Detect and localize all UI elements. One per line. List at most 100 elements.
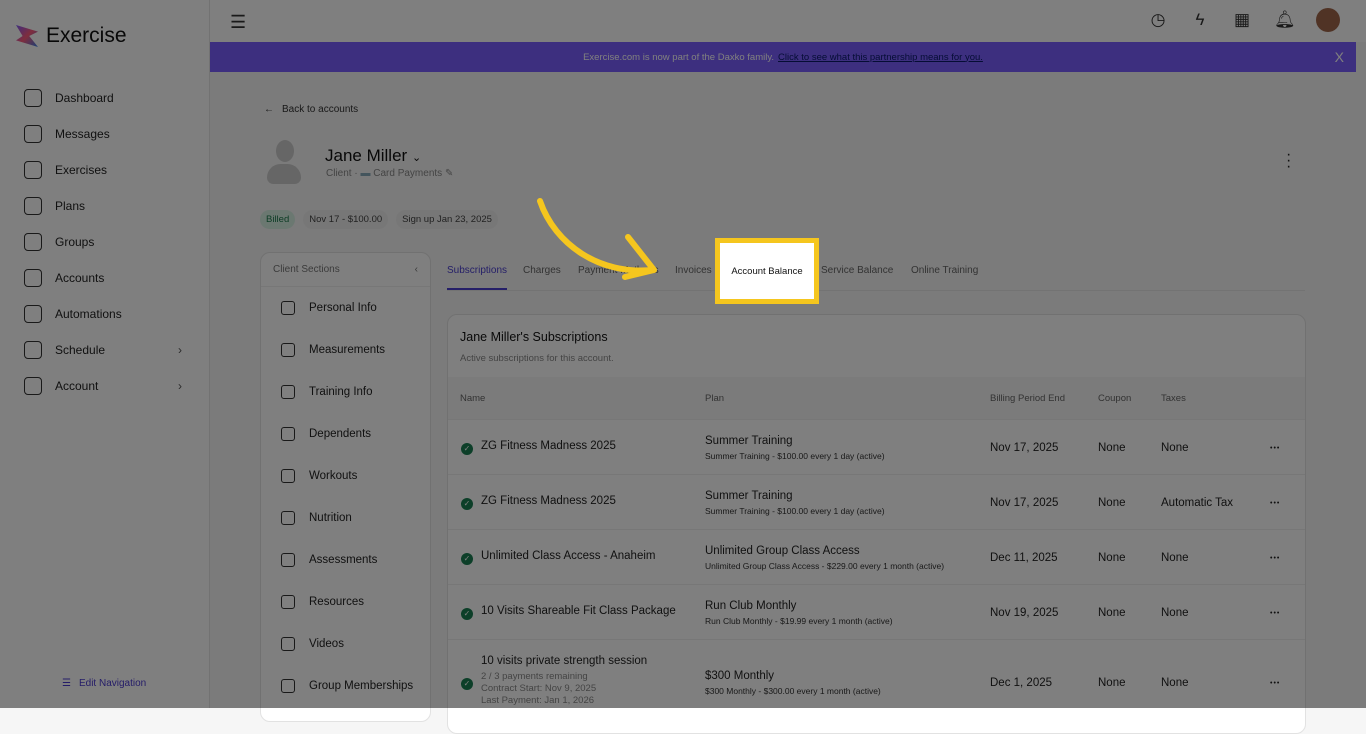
section-icon: [281, 469, 295, 483]
section-resources[interactable]: Resources: [261, 581, 430, 623]
section-icon: [281, 679, 295, 693]
more-actions-icon[interactable]: •••: [1270, 680, 1281, 687]
home-icon: [24, 89, 42, 107]
tab-account-balance[interactable]: Account Balance: [715, 238, 819, 304]
app-name: Exercise: [46, 24, 127, 47]
plan-name: Run Club Monthly: [705, 600, 797, 612]
sidebar-item-schedule[interactable]: Schedule ›: [0, 332, 210, 368]
sidebar-item-messages[interactable]: Messages: [0, 116, 210, 152]
taxes: Automatic Tax: [1161, 497, 1234, 509]
billing-period-end: Nov 19, 2025: [990, 607, 1059, 619]
coupon: None: [1098, 497, 1126, 509]
sidebar-item-label: Plans: [55, 199, 86, 213]
client-name[interactable]: Jane Miller ⌄: [325, 146, 421, 166]
mail-icon: [24, 125, 42, 143]
tab-subscriptions[interactable]: Subscriptions: [447, 262, 508, 290]
tab-online-training[interactable]: Online Training: [911, 265, 979, 276]
billing-period-end: Nov 17, 2025: [990, 442, 1059, 454]
section-workouts[interactable]: Workouts: [261, 455, 430, 497]
taxes: None: [1161, 607, 1189, 619]
sidebar-item-groups[interactable]: Groups: [0, 224, 210, 260]
back-to-accounts-link[interactable]: ← Back to accounts: [264, 104, 358, 115]
plan-name: $300 Monthly: [705, 670, 775, 682]
coupon: None: [1098, 607, 1126, 619]
list-icon: ☰: [62, 678, 71, 689]
more-actions-icon[interactable]: •••: [1270, 445, 1281, 452]
subscription-detail: 2 / 3 payments remaining: [481, 671, 588, 682]
check-circle-icon: ✓: [461, 443, 473, 455]
client-sections-panel: Client Sections ‹ Personal Info Measuremen…: [260, 252, 431, 722]
section-measurements[interactable]: Measurements: [261, 329, 430, 371]
user-avatar[interactable]: [1316, 8, 1340, 32]
card-title: Jane Miller's Subscriptions: [460, 330, 608, 344]
sidebar-item-exercises[interactable]: Exercises: [0, 152, 210, 188]
sidebar-nav: Dashboard Messages Exercises Plans Groups Acc…: [0, 80, 210, 404]
section-personal-info[interactable]: Personal Info: [261, 287, 430, 329]
section-label: Personal Info: [309, 302, 377, 314]
plan-name: Unlimited Group Class Access: [705, 545, 860, 557]
sidebar-item-plans[interactable]: Plans: [0, 188, 210, 224]
users-icon: [24, 233, 42, 251]
table-row: ✓ 10 visits private strength session 2 / 3…: [448, 639, 1305, 733]
section-group-memberships[interactable]: Group Memberships: [261, 665, 430, 707]
table-row: ✓ 10 Visits Shareable Fit Class Package Ru…: [448, 584, 1305, 639]
chevron-down-icon[interactable]: ⌄: [411, 152, 422, 164]
coupon: None: [1098, 442, 1126, 454]
client-name-text: Jane Miller: [325, 146, 408, 165]
logo-icon: [16, 25, 38, 47]
apps-grid-icon[interactable]: ▦: [1233, 10, 1251, 29]
section-nutrition[interactable]: Nutrition: [261, 497, 430, 539]
section-icon: [281, 637, 295, 651]
topbar: ☰ ◷ ϟ ▦ 🔔︎: [210, 0, 1366, 42]
taxes: None: [1161, 552, 1189, 564]
client-sections-title: Client Sections: [273, 264, 340, 275]
status-badge: Sign up Jan 23, 2025: [396, 210, 498, 229]
billing-period-end: Dec 11, 2025: [990, 552, 1058, 564]
tab-invoices[interactable]: Invoices: [675, 265, 712, 276]
section-dependents[interactable]: Dependents: [261, 413, 430, 455]
section-training-info[interactable]: Training Info: [261, 371, 430, 413]
subscription-detail: Contract Start: Nov 9, 2025: [481, 683, 597, 694]
card-icon: ▬: [360, 168, 371, 179]
coupon: None: [1098, 677, 1126, 689]
chevron-right-icon: ›: [178, 379, 182, 393]
more-actions-icon[interactable]: •••: [1270, 610, 1281, 617]
tab-service-balance[interactable]: Service Balance: [821, 265, 894, 276]
clock-icon[interactable]: ◷: [1150, 10, 1166, 29]
highlighted-tab-label: Account Balance: [731, 265, 803, 277]
more-actions-icon[interactable]: •••: [1270, 500, 1281, 507]
check-circle-icon: ✓: [461, 498, 473, 510]
more-actions-icon[interactable]: •••: [1270, 555, 1281, 562]
chevron-right-icon: ›: [178, 343, 182, 357]
user-gear-icon: [24, 377, 42, 395]
bell-icon[interactable]: 🔔︎: [1274, 10, 1296, 29]
sidebar-item-automations[interactable]: Automations: [0, 296, 210, 332]
sidebar-item-label: Accounts: [55, 271, 105, 285]
table-row: ✓ Unlimited Class Access - Anaheim Unlimit…: [448, 529, 1305, 584]
sidebar-item-label: Schedule: [55, 343, 106, 357]
app-logo[interactable]: Exercise: [16, 24, 127, 48]
column-header: Plan: [705, 393, 725, 404]
section-icon: [281, 553, 295, 567]
sidebar-item-accounts[interactable]: Accounts: [0, 260, 210, 296]
sidebar-item-dashboard[interactable]: Dashboard: [0, 80, 210, 116]
sidebar-item-label: Account: [55, 379, 99, 393]
sidebar-item-label: Dashboard: [55, 91, 114, 105]
sidebar-item-label: Automations: [55, 307, 122, 321]
section-videos[interactable]: Videos: [261, 623, 430, 665]
announcement-banner: Exercise.com is now part of the Daxko fa…: [210, 42, 1356, 72]
bolt-icon[interactable]: ϟ: [1195, 10, 1205, 29]
more-options-icon[interactable]: · · ·: [1286, 146, 1292, 175]
section-assessments[interactable]: Assessments: [261, 539, 430, 581]
collapse-chevron-icon[interactable]: ‹: [414, 264, 418, 275]
section-icon: [281, 595, 295, 609]
pencil-icon[interactable]: ✎: [444, 168, 454, 179]
menu-icon[interactable]: ☰: [230, 12, 247, 32]
sidebar-item-account[interactable]: Account ›: [0, 368, 210, 404]
section-icon: [281, 385, 295, 399]
coupon: None: [1098, 552, 1126, 564]
banner-link[interactable]: Click to see what this partnership means…: [778, 51, 983, 63]
subscription-name: ZG Fitness Madness 2025: [481, 440, 616, 452]
close-icon[interactable]: X: [1334, 49, 1344, 65]
edit-navigation-link[interactable]: ☰ Edit Navigation: [62, 678, 146, 689]
